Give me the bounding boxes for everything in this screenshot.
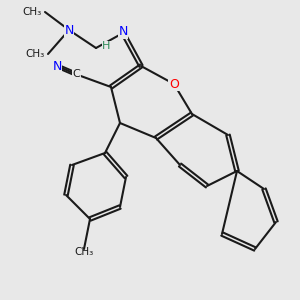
Text: N: N (64, 23, 74, 37)
Text: O: O (169, 77, 179, 91)
Text: N: N (52, 59, 62, 73)
Text: C: C (73, 69, 80, 80)
Text: H: H (102, 41, 111, 52)
Text: N: N (118, 25, 128, 38)
Text: CH₃: CH₃ (23, 7, 42, 17)
Text: CH₃: CH₃ (74, 247, 94, 257)
Text: CH₃: CH₃ (26, 49, 45, 59)
